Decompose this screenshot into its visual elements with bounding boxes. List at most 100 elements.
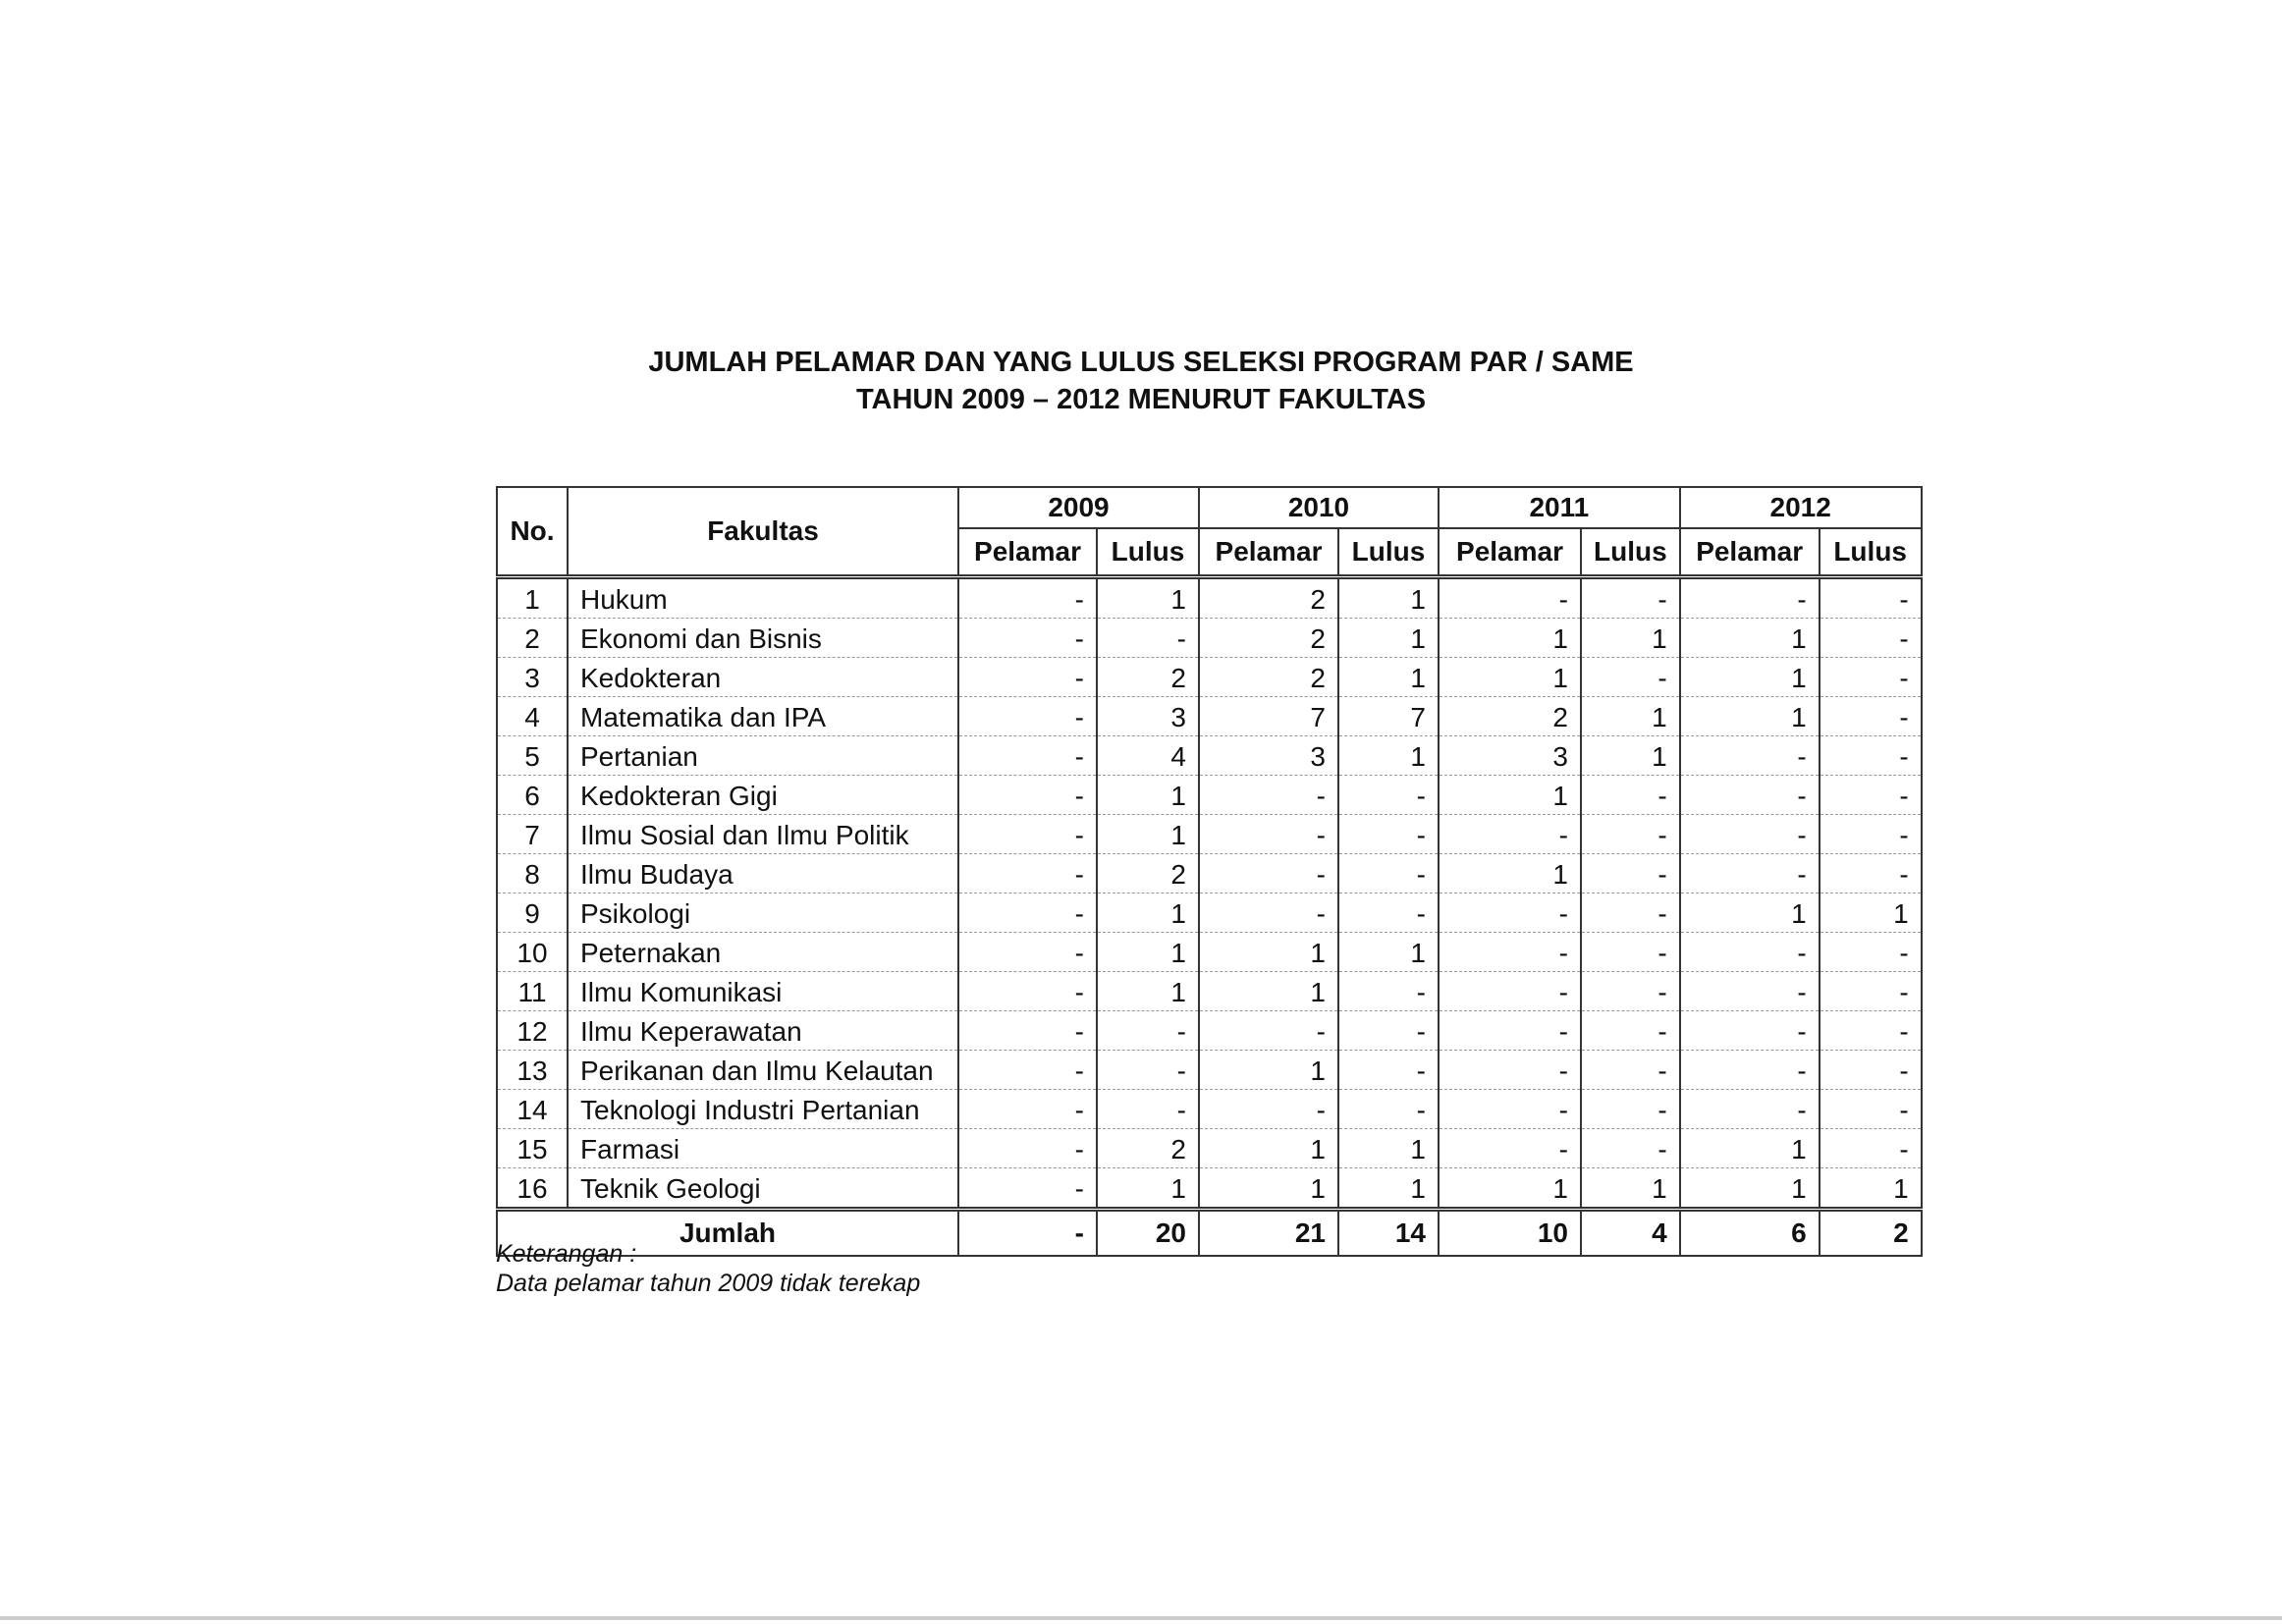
lulus-cell: 2	[1096, 657, 1200, 697]
table-row: 5 Pertanian -4 3 1 3 1- -	[496, 735, 1923, 776]
pelamar-cell: -	[1678, 576, 1820, 619]
pelamar-cell: -	[957, 576, 1098, 619]
header-lulus: Lulus	[1580, 527, 1681, 578]
faculty-name: Kedokteran	[567, 657, 959, 697]
lulus-cell: -	[1337, 1089, 1440, 1129]
table-row: 4 Matematika dan IPA -3 7 7 2 1 1-	[496, 696, 1923, 736]
lulus-cell: -	[1580, 814, 1681, 854]
pelamar-cell: 1	[1198, 971, 1339, 1011]
lulus-cell: -	[1818, 696, 1923, 736]
lulus-cell: -	[1818, 657, 1923, 697]
pelamar-cell: -	[1438, 1089, 1582, 1129]
pelamar-cell: -	[1438, 893, 1582, 933]
pelamar-cell: -	[957, 657, 1098, 697]
pelamar-cell: -	[1438, 971, 1582, 1011]
pelamar-cell: -	[957, 1050, 1098, 1090]
lulus-cell: 1	[1337, 576, 1440, 619]
row-number: 1	[496, 576, 569, 619]
lulus-cell: 1	[1096, 576, 1200, 619]
faculty-name: Matematika dan IPA	[567, 696, 959, 736]
lulus-cell: -	[1580, 853, 1681, 893]
lulus-cell: -	[1818, 971, 1923, 1011]
row-number: 15	[496, 1128, 569, 1168]
table-body: 1 Hukum -1 2 1- - - -2 Ekonomi dan Bisnis - -2 1 1 1 1…	[496, 576, 1923, 1210]
pelamar-cell: -	[1438, 814, 1582, 854]
row-number: 6	[496, 775, 569, 815]
lulus-cell: 1	[1818, 1167, 1923, 1210]
lulus-cell: 7	[1337, 696, 1440, 736]
lulus-cell: -	[1096, 618, 1200, 658]
lulus-cell: -	[1096, 1089, 1200, 1129]
lulus-cell: -	[1337, 893, 1440, 933]
pelamar-cell: -	[957, 893, 1098, 933]
pelamar-cell: -	[957, 696, 1098, 736]
pelamar-cell: -	[1678, 853, 1820, 893]
total-lulus: 14	[1337, 1208, 1440, 1257]
table-row: 2 Ekonomi dan Bisnis - -2 1 1 1 1-	[496, 618, 1923, 658]
total-lulus: 20	[1096, 1208, 1200, 1257]
lulus-cell: 1	[1096, 893, 1200, 933]
lulus-cell: -	[1818, 775, 1923, 815]
lulus-cell: 1	[1818, 893, 1923, 933]
pelamar-cell: 2	[1198, 576, 1339, 619]
pelamar-cell: 1	[1198, 1167, 1339, 1210]
total-label: Jumlah	[496, 1208, 959, 1257]
lulus-cell: -	[1818, 814, 1923, 854]
table-row: 3 Kedokteran -2 2 1 1-1-	[496, 657, 1923, 697]
note: Keterangan : Data pelamar tahun 2009 tid…	[496, 1239, 920, 1298]
table-row: 15 Farmasi -2 1 1- -1-	[496, 1128, 1923, 1168]
pelamar-cell: -	[1678, 1089, 1820, 1129]
lulus-cell: 1	[1337, 735, 1440, 776]
total-lulus: 2	[1818, 1208, 1923, 1257]
header-lulus: Lulus	[1818, 527, 1923, 578]
applicants-table: No. Fakultas 2009 2010 2011 2012 Pelamar…	[496, 486, 1923, 1257]
total-lulus: 4	[1580, 1208, 1681, 1257]
pelamar-cell: -	[1678, 971, 1820, 1011]
lulus-cell: -	[1818, 1010, 1923, 1051]
pelamar-cell: -	[957, 1167, 1098, 1210]
document-title: JUMLAH PELAMAR DAN YANG LULUS SELEKSI PR…	[0, 344, 2282, 418]
header-year-2011: 2011	[1438, 486, 1681, 529]
pelamar-cell: 1	[1198, 932, 1339, 972]
row-number: 5	[496, 735, 569, 776]
pelamar-cell: -	[957, 618, 1098, 658]
total-pelamar: -	[957, 1208, 1098, 1257]
pelamar-cell: -	[1678, 932, 1820, 972]
pelamar-cell: 2	[1198, 618, 1339, 658]
pelamar-cell: -	[957, 735, 1098, 776]
lulus-cell: -	[1818, 853, 1923, 893]
total-pelamar: 21	[1198, 1208, 1339, 1257]
pelamar-cell: 3	[1198, 735, 1339, 776]
table-row: 8 Ilmu Budaya -2- -1- - -	[496, 853, 1923, 893]
header-pelamar: Pelamar	[1438, 527, 1582, 578]
faculty-name: Ilmu Komunikasi	[567, 971, 959, 1011]
faculty-name: Ekonomi dan Bisnis	[567, 618, 959, 658]
header-year-2010: 2010	[1198, 486, 1440, 529]
table-row: 11 Ilmu Komunikasi -1 1- - - - -	[496, 971, 1923, 1011]
lulus-cell: 1	[1096, 1167, 1200, 1210]
lulus-cell: -	[1818, 735, 1923, 776]
pelamar-cell: -	[1438, 576, 1582, 619]
lulus-cell: -	[1818, 1089, 1923, 1129]
table-row: 13 Perikanan dan Ilmu Kelautan - -1- - - - -	[496, 1050, 1923, 1090]
lulus-cell: -	[1580, 932, 1681, 972]
total-pelamar: 10	[1438, 1208, 1582, 1257]
pelamar-cell: 1	[1438, 853, 1582, 893]
pelamar-cell: -	[1438, 932, 1582, 972]
lulus-cell: -	[1818, 1050, 1923, 1090]
lulus-cell: 1	[1580, 618, 1681, 658]
lulus-cell: 1	[1096, 971, 1200, 1011]
pelamar-cell: 1	[1438, 618, 1582, 658]
lulus-cell: 1	[1096, 932, 1200, 972]
lulus-cell: -	[1337, 775, 1440, 815]
pelamar-cell: -	[957, 853, 1098, 893]
faculty-name: Farmasi	[567, 1128, 959, 1168]
faculty-name: Ilmu Sosial dan Ilmu Politik	[567, 814, 959, 854]
pelamar-cell: -	[957, 775, 1098, 815]
faculty-name: Teknologi Industri Pertanian	[567, 1089, 959, 1129]
pelamar-cell: 3	[1438, 735, 1582, 776]
pelamar-cell: -	[1198, 853, 1339, 893]
note-label: Keterangan :	[496, 1240, 637, 1268]
total-row: Jumlah -20 21 14 10 4 6 2	[496, 1208, 1923, 1257]
pelamar-cell: -	[957, 971, 1098, 1011]
